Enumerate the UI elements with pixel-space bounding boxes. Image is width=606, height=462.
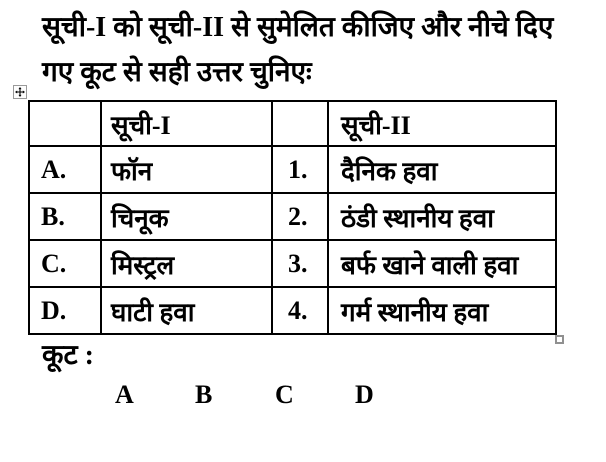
- table-header-row: सूची-I सूची-II: [28, 100, 557, 147]
- question-line-2: गए कूट से सही उत्तर चुनिएः: [42, 57, 312, 88]
- row-definition-cell[interactable]: दैनिक हवा: [327, 145, 557, 194]
- table-row-d: D. घाटी हवा 4. गर्म स्थानीय हवा: [28, 286, 557, 335]
- match-table: सूची-I सूची-II A. फॉन 1. दैनिक हवा B. चि…: [28, 100, 557, 335]
- row-label-cell[interactable]: D.: [28, 286, 102, 335]
- header-empty-cell-2[interactable]: [271, 100, 329, 147]
- row-term-cell[interactable]: फॉन: [100, 145, 273, 194]
- question-text[interactable]: सूची-I को सूची-II से सुमेलित कीजिए और नी…: [42, 5, 553, 95]
- row-definition-cell[interactable]: बर्फ खाने वाली हवा: [327, 239, 557, 288]
- code-label[interactable]: कूट :: [42, 340, 94, 371]
- table-row-b: B. चिनूक 2. ठंडी स्थानीय हवा: [28, 192, 557, 241]
- row-term-cell[interactable]: मिस्ट्रल: [100, 239, 273, 288]
- header-empty-cell-1[interactable]: [28, 100, 102, 147]
- row-label-cell[interactable]: C.: [28, 239, 102, 288]
- code-column-b: B: [195, 380, 213, 409]
- row-num-cell[interactable]: 1.: [271, 145, 329, 194]
- row-term-cell[interactable]: घाटी हवा: [100, 286, 273, 335]
- header-list1-cell[interactable]: सूची-I: [100, 100, 273, 147]
- table-resize-handle[interactable]: [555, 335, 564, 344]
- header-list2-cell[interactable]: सूची-II: [327, 100, 557, 147]
- table-row-a: A. फॉन 1. दैनिक हवा: [28, 145, 557, 194]
- row-label-cell[interactable]: A.: [28, 145, 102, 194]
- row-definition-cell[interactable]: ठंडी स्थानीय हवा: [327, 192, 557, 241]
- row-definition-cell[interactable]: गर्म स्थानीय हवा: [327, 286, 557, 335]
- code-column-c: C: [275, 380, 294, 409]
- row-num-cell[interactable]: 4.: [271, 286, 329, 335]
- code-options-header[interactable]: A B C D: [115, 380, 435, 410]
- row-num-cell[interactable]: 2.: [271, 192, 329, 241]
- table-move-handle[interactable]: [13, 85, 27, 99]
- question-line-1: सूची-I को सूची-II से सुमेलित कीजिए और नी…: [42, 12, 554, 43]
- code-column-a: A: [115, 380, 134, 409]
- row-term-cell[interactable]: चिनूक: [100, 192, 273, 241]
- four-way-arrow-icon: [15, 87, 25, 97]
- table-row-c: C. मिस्ट्रल 3. बर्फ खाने वाली हवा: [28, 239, 557, 288]
- code-column-d: D: [355, 380, 374, 409]
- row-label-cell[interactable]: B.: [28, 192, 102, 241]
- row-num-cell[interactable]: 3.: [271, 239, 329, 288]
